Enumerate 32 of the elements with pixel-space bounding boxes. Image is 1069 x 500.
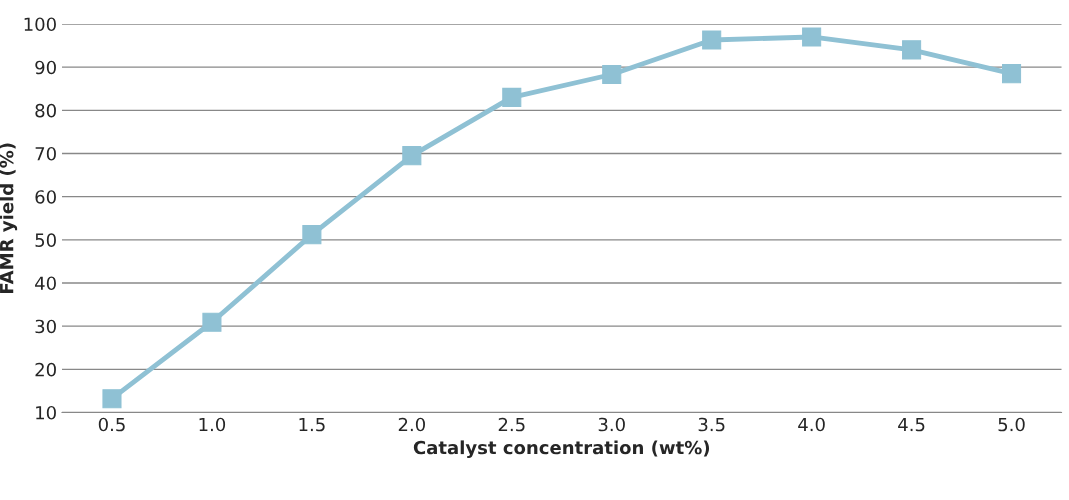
point <box>402 146 422 166</box>
x-tick-label: 1.5 <box>299 417 325 432</box>
y-tick-label: 60 <box>35 190 56 204</box>
y-tick-label: 50 <box>35 233 56 247</box>
y-tick-label: 70 <box>35 146 56 161</box>
point <box>502 87 522 107</box>
x-tick-label: 2.5 <box>498 417 525 432</box>
point <box>1001 64 1022 84</box>
y-axis-title: FAMR yield (%) <box>0 143 18 293</box>
y-tick-label: 30 <box>35 319 56 334</box>
x-tick-label: 0.5 <box>98 417 125 432</box>
point <box>102 389 122 409</box>
point <box>902 40 922 60</box>
x-tick-label: 2.0 <box>398 417 425 432</box>
x-tick-label: 4.5 <box>898 417 925 432</box>
y-tick-label: 40 <box>35 276 56 291</box>
x-axis-title: Catalyst concentration (wt%) <box>413 440 710 459</box>
x-tick-label: 3.5 <box>698 417 725 432</box>
point <box>302 225 322 245</box>
y-tick-label: 90 <box>35 60 56 75</box>
y-tick-label: 20 <box>35 362 56 377</box>
y-tick-label: 10 <box>36 405 56 420</box>
point <box>202 312 222 332</box>
y-tick-label: 80 <box>35 103 56 118</box>
point <box>602 64 622 85</box>
point <box>702 30 722 50</box>
y-tick-label: 100 <box>24 17 56 32</box>
x-tick-label: 3.0 <box>598 417 625 432</box>
point <box>802 27 822 47</box>
x-tick-label: 1.0 <box>199 417 226 432</box>
x-tick-label: 4.0 <box>798 417 825 432</box>
x-tick-label: 5.0 <box>998 417 1025 432</box>
